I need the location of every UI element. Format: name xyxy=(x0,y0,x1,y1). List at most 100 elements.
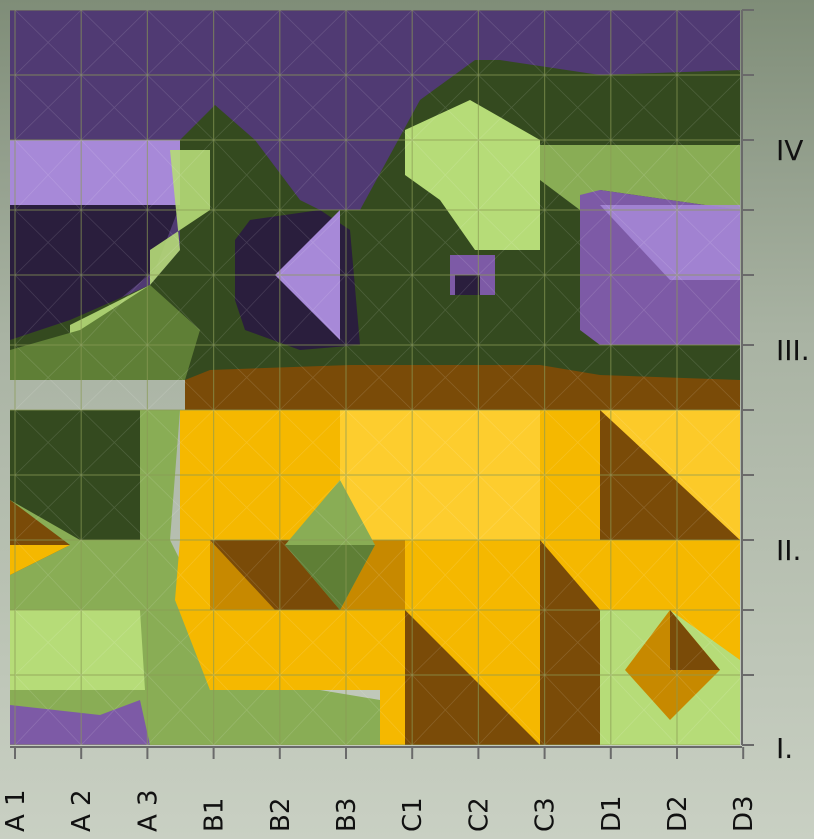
cell-diagonal xyxy=(610,274,678,346)
cell-diagonal xyxy=(478,274,545,346)
cell-diagonal xyxy=(411,409,479,476)
cell-diagonal xyxy=(147,10,214,76)
cell-diagonal xyxy=(544,74,612,141)
cell-diagonal xyxy=(213,674,281,745)
cell-diagonal xyxy=(478,674,545,745)
cell-diagonal xyxy=(610,409,678,476)
cell-diagonal xyxy=(544,74,612,141)
cell-diagonal xyxy=(411,274,479,346)
cell-diagonal xyxy=(610,674,678,745)
x-tick-label-11: D3 xyxy=(729,795,759,832)
cell-diagonal xyxy=(80,10,148,76)
cell-diagonal xyxy=(80,474,148,541)
cell-diagonal xyxy=(676,274,740,343)
cell-diagonal xyxy=(147,344,214,411)
cell-diagonal xyxy=(544,609,612,676)
cell-diagonal xyxy=(213,139,281,211)
cell-diagonal xyxy=(610,344,678,411)
cell-diagonal xyxy=(544,609,612,676)
x-tick-label-1: A 2 xyxy=(67,789,97,832)
cell-diagonal xyxy=(279,474,347,541)
cell-diagonal xyxy=(676,612,740,676)
cell-diagonal xyxy=(411,474,479,541)
cell-diagonal xyxy=(213,609,281,676)
cell-diagonal xyxy=(14,139,82,211)
cell-diagonal xyxy=(14,10,82,76)
cell-diagonal xyxy=(14,209,82,276)
cell-diagonal xyxy=(610,674,678,745)
x-tick-label-6: C1 xyxy=(398,797,428,832)
cell-diagonal xyxy=(345,209,413,276)
cell-diagonal xyxy=(544,274,612,346)
cell-diagonal xyxy=(676,209,740,273)
cell-diagonal xyxy=(213,10,281,76)
cell-diagonal xyxy=(676,277,740,346)
cell-diagonal xyxy=(147,139,214,211)
cell-diagonal xyxy=(411,674,479,745)
cell-diagonal xyxy=(80,274,148,346)
cell-diagonal xyxy=(478,409,545,476)
cell-diagonal xyxy=(80,409,148,476)
cell-diagonal xyxy=(279,609,347,676)
cell-diagonal xyxy=(676,609,740,673)
cell-diagonal xyxy=(610,474,678,541)
cell-diagonal xyxy=(544,139,612,211)
cell-diagonal xyxy=(544,139,612,211)
cell-diagonal xyxy=(279,344,347,411)
cell-diagonal xyxy=(676,344,740,408)
cell-diagonal xyxy=(478,139,545,211)
cell-diagonal xyxy=(213,74,281,141)
cell-diagonal xyxy=(411,609,479,676)
cell-diagonal xyxy=(80,139,148,211)
cell-diagonal xyxy=(544,344,612,411)
cell-diagonal xyxy=(478,10,545,76)
cell-diagonal xyxy=(345,539,413,611)
cell-diagonal xyxy=(213,274,281,346)
cell-diagonal xyxy=(279,474,347,541)
cell-diagonal xyxy=(279,209,347,276)
cell-diagonal xyxy=(147,409,214,476)
cell-diagonal xyxy=(213,209,281,276)
cell-diagonal xyxy=(14,139,82,211)
cell-diagonal xyxy=(80,674,148,745)
cell-diagonal xyxy=(14,274,82,346)
cell-diagonal xyxy=(411,139,479,211)
cell-diagonal xyxy=(213,274,281,346)
cell-diagonal xyxy=(676,347,740,411)
cell-diagonal xyxy=(279,274,347,346)
cell-diagonal xyxy=(478,409,545,476)
cell-diagonal xyxy=(478,274,545,346)
cell-diagonal xyxy=(14,409,82,476)
cell-diagonal xyxy=(411,674,479,745)
cell-diagonal xyxy=(80,209,148,276)
cell-diagonal xyxy=(14,209,82,276)
cell-diagonal xyxy=(213,609,281,676)
cell-diagonal xyxy=(411,74,479,141)
x-axis: A 1 A 2 A 3 B1 B2 B3 C1 C2 C3 D1 D2 D3 xyxy=(1,746,759,832)
cell-diagonal xyxy=(14,74,82,141)
cell-diagonal xyxy=(478,609,545,676)
cell-diagonal xyxy=(544,674,612,745)
cell-diagonal xyxy=(478,74,545,141)
cell-diagonal xyxy=(279,74,347,141)
cell-diagonal xyxy=(478,74,545,141)
cell-diagonal xyxy=(676,542,740,611)
cell-diagonal xyxy=(544,274,612,346)
cell-diagonal xyxy=(279,409,347,476)
cell-diagonal xyxy=(279,409,347,476)
x-tick-label-9: D1 xyxy=(597,795,627,832)
cell-diagonal xyxy=(345,139,413,211)
cell-diagonal xyxy=(478,209,545,276)
cell-diagonal xyxy=(544,474,612,541)
x-tick-label-5: B3 xyxy=(332,798,362,832)
x-tick-label-2: A 3 xyxy=(133,789,163,832)
cell-diagonal xyxy=(544,209,612,276)
cell-diagonal xyxy=(213,344,281,411)
cell-diagonal xyxy=(147,539,214,611)
cell-diagonal xyxy=(279,274,347,346)
cell-diagonal xyxy=(14,539,82,611)
cell-diagonal xyxy=(610,74,678,141)
cell-diagonal xyxy=(80,209,148,276)
cell-diagonal xyxy=(80,274,148,346)
cell-diagonal xyxy=(14,274,82,346)
